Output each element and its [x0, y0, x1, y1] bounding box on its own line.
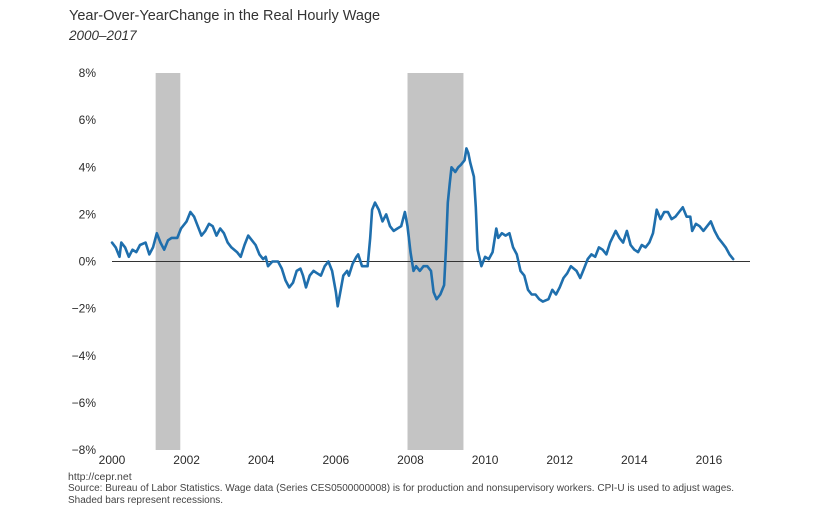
recession-note: Shaded bars represent recessions. [68, 495, 224, 506]
x-tick-label: 2016 [696, 453, 723, 467]
x-tick-label: 2006 [323, 453, 350, 467]
chart-subtitle: 2000–2017 [69, 28, 137, 43]
source-note: Source: Bureau of Labor Statistics. Wage… [68, 483, 808, 507]
x-tick-label: 2004 [248, 453, 275, 467]
y-tick-label: 6% [79, 113, 97, 127]
y-axis-ticks: 8% 6% 4% 2% 0% −2% −4% −6% −8% [72, 66, 97, 457]
y-tick-label: −8% [72, 443, 97, 457]
x-tick-label: 2000 [99, 453, 126, 467]
x-tick-label: 2014 [621, 453, 648, 467]
y-tick-label: −6% [72, 396, 97, 410]
x-tick-label: 2002 [173, 453, 200, 467]
x-tick-label: 2008 [397, 453, 424, 467]
x-axis-ticks: 2000 2002 2004 2006 2008 2010 2012 2014 2016 [99, 453, 723, 467]
y-tick-label: −4% [72, 349, 97, 363]
x-tick-label: 2010 [472, 453, 499, 467]
x-tick-label: 2012 [546, 453, 573, 467]
y-tick-label: 4% [79, 160, 97, 174]
y-tick-label: 8% [79, 66, 97, 80]
source-text: Source: Bureau of Labor Statistics. Wage… [68, 483, 735, 494]
y-tick-label: 2% [79, 207, 97, 221]
y-tick-label: 0% [79, 255, 97, 269]
series-group [110, 147, 735, 308]
series-line-1 [110, 147, 735, 308]
source-url: http://cepr.net [68, 471, 132, 483]
chart-title: Year-Over-YearChange in the Real Hourly … [69, 8, 381, 24]
y-tick-label: −2% [72, 302, 97, 316]
line-chart: 8%6%4%2%0%−2%−4%−6%−8% 2000 2002 2004 2006 2… [72, 66, 750, 467]
